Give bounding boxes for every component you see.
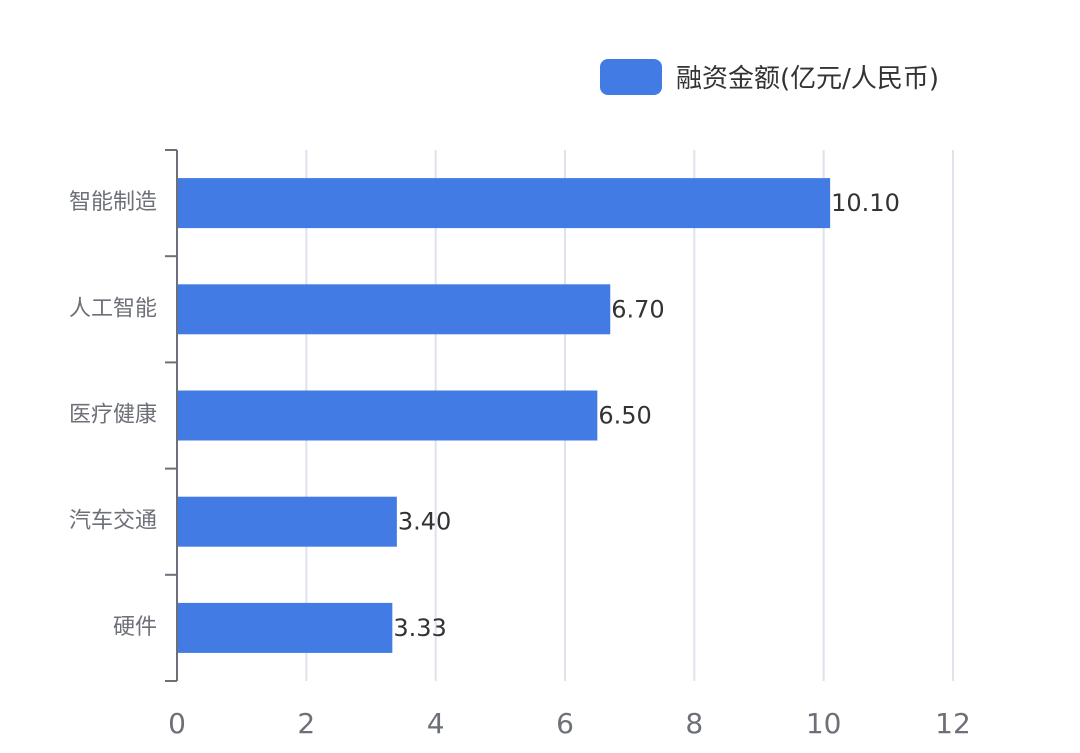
bar-4	[177, 602, 393, 653]
category-label-0: 智能制造	[69, 190, 157, 215]
x-tick-label-4: 4	[427, 707, 445, 740]
x-tick-label-12: 12	[935, 707, 971, 740]
category-label-4: 硬件	[113, 615, 157, 640]
category-label-2: 医疗健康	[69, 403, 157, 428]
bar-1	[177, 284, 611, 335]
legend-label: 融资金额(亿元/人民币)	[676, 64, 940, 94]
data-label-1: 6.70	[611, 295, 664, 323]
category-label-3: 汽车交通	[69, 509, 157, 534]
bar-3	[177, 496, 397, 547]
legend: 融资金额(亿元/人民币)	[600, 58, 939, 95]
x-tick-label-0: 0	[168, 707, 186, 740]
bar-0	[177, 178, 831, 229]
x-tick-label-6: 6	[556, 707, 574, 740]
x-tick-label-8: 8	[685, 707, 703, 740]
x-tick-label-2: 2	[297, 707, 315, 740]
category-label-1: 人工智能	[69, 296, 157, 321]
x-tick-label-10: 10	[806, 707, 842, 740]
data-label-0: 10.10	[831, 189, 900, 217]
bar-2	[177, 390, 598, 441]
data-label-3: 3.40	[398, 508, 451, 536]
data-label-4: 3.33	[393, 614, 446, 642]
legend-swatch	[600, 58, 662, 95]
data-label-2: 6.50	[598, 402, 651, 430]
